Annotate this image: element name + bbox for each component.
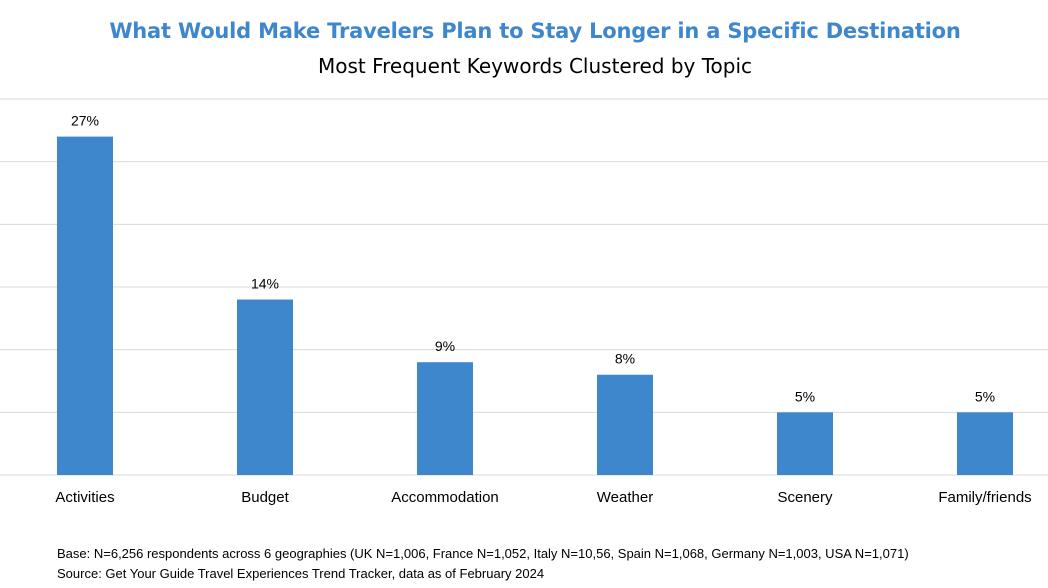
chart-title: What Would Make Travelers Plan to Stay L… [109,19,961,43]
bar [957,412,1013,475]
footnote-base: Base: N=6,256 respondents across 6 geogr… [57,546,909,561]
data-label: 8% [615,351,635,367]
bar [777,412,833,475]
bar [57,136,113,475]
data-label: 5% [795,388,815,404]
footnote-source: Source: Get Your Guide Travel Experience… [57,566,545,581]
bar [597,374,653,475]
bar [417,362,473,475]
data-label: 9% [435,338,455,354]
data-label: 27% [71,113,99,129]
chart-subtitle: Most Frequent Keywords Clustered by Topi… [317,54,753,78]
bar [237,299,293,475]
x-tick-label: Weather [597,489,653,506]
data-label: 5% [975,388,995,404]
data-label: 14% [251,276,279,292]
x-tick-label: Scenery [777,489,833,506]
x-tick-label: Budget [241,489,289,506]
x-tick-label: Family/friends [938,489,1031,506]
x-tick-label: Accommodation [391,489,499,506]
x-tick-label: Activities [55,489,114,506]
